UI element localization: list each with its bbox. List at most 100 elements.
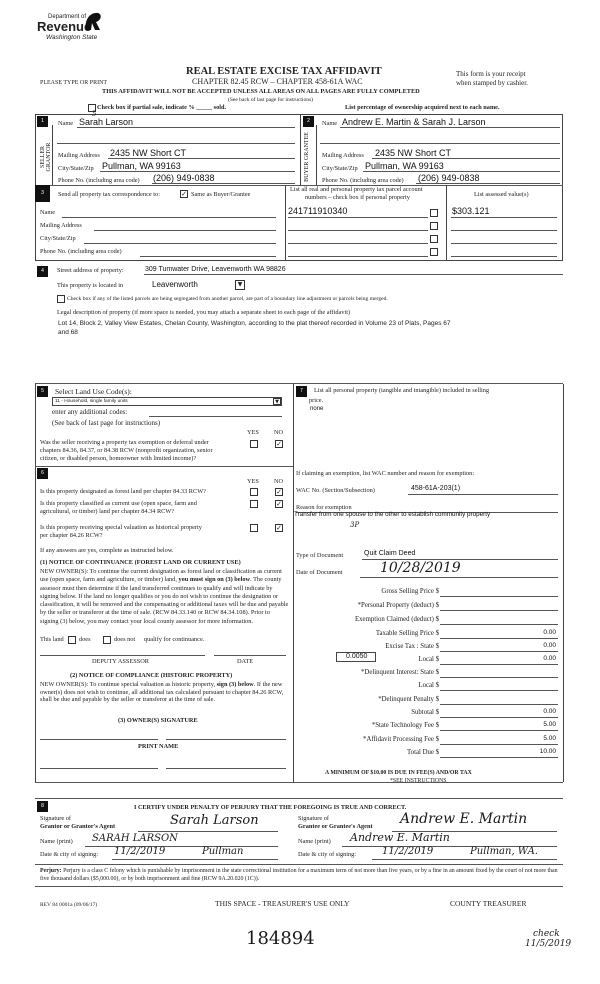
fee-field[interactable] xyxy=(440,651,558,652)
fee-field[interactable] xyxy=(440,717,558,718)
fee-label: Subtotal $ xyxy=(411,709,439,716)
chevron-down-icon[interactable]: ▼ xyxy=(273,398,281,405)
text: sign (3) below xyxy=(216,681,254,688)
label: Is this property receiving special valua… xyxy=(40,524,202,531)
current-use-yes-checkbox[interactable] xyxy=(250,500,258,508)
segregated-parcel-checkbox[interactable] xyxy=(57,295,65,303)
fee-field[interactable] xyxy=(440,730,558,731)
underline xyxy=(85,846,278,847)
deputy-assessor-signature-line[interactable] xyxy=(40,655,205,656)
fee-field[interactable] xyxy=(440,690,558,691)
fee-field[interactable] xyxy=(440,744,558,745)
grantee-signature[interactable]: Andrew E. Martin xyxy=(400,811,528,827)
correspondence-mailing-field[interactable] xyxy=(94,230,276,231)
personal-property-checkbox[interactable] xyxy=(430,235,438,243)
correspondence-phone-field[interactable] xyxy=(140,256,276,257)
assessor-date-line[interactable] xyxy=(214,655,286,656)
label: Reason for exemption xyxy=(296,504,352,511)
fee-field[interactable] xyxy=(440,624,558,625)
historic-no-checkbox[interactable]: ✓ xyxy=(275,524,283,532)
fee-field[interactable] xyxy=(440,757,558,758)
does-qualify-checkbox[interactable] xyxy=(68,636,76,644)
personal-property-field[interactable]: none xyxy=(310,406,324,412)
document-date-field[interactable]: 10/28/2019 xyxy=(380,560,461,576)
seller-city-field[interactable]: Pullman, WA 99163 xyxy=(102,161,181,171)
legal-description-field[interactable]: Lot 14, Block 2, Valley View Estates, Ch… xyxy=(58,320,451,327)
parcel-number-field[interactable]: 241711910340 xyxy=(288,206,348,216)
seller-mailing-address-field[interactable]: 2435 NW Short CT xyxy=(110,148,187,158)
legal-description-field[interactable]: and 68 xyxy=(58,329,78,336)
label: citizen, or disabled person, homeowner w… xyxy=(40,455,197,462)
buyer-mailing-address-field[interactable]: 2435 NW Short CT xyxy=(375,148,452,158)
certification-statement: I CERTIFY UNDER PENALTY OF PERJURY THAT … xyxy=(134,804,407,811)
wac-number-field[interactable]: 458-61A-203(1) xyxy=(411,485,461,492)
fee-field[interactable] xyxy=(440,704,558,705)
fee-field[interactable] xyxy=(440,596,558,597)
seller-name-field[interactable]: Sarah Larson xyxy=(79,117,134,127)
local-rate-field[interactable]: 0.0050 xyxy=(336,652,376,662)
owner-signature-title: (3) OWNER(S) SIGNATURE xyxy=(118,717,198,724)
text: NEW OWNER(S): To continue the current de… xyxy=(40,568,282,584)
divider xyxy=(446,185,447,261)
print-name-line[interactable] xyxy=(40,768,158,769)
grantee-name-field[interactable]: Andrew E. Martin xyxy=(350,831,450,844)
current-use-no-checkbox[interactable]: ✓ xyxy=(275,500,283,508)
label: DEPUTY ASSESSOR xyxy=(92,658,149,665)
grantor-signature[interactable]: Sarah Larson xyxy=(170,813,259,828)
correspondence-city-field[interactable] xyxy=(84,243,276,244)
forest-land-yes-checkbox[interactable] xyxy=(250,488,258,496)
label: List all personal property (tangible and… xyxy=(314,387,490,394)
buyer-city-field[interactable]: Pullman, WA 99163 xyxy=(365,161,444,171)
owner-signature-line[interactable] xyxy=(40,739,158,740)
exemption-no-checkbox[interactable]: ✓ xyxy=(275,440,283,448)
grantee-city-field[interactable]: Pullman, WA. xyxy=(470,846,538,857)
underline xyxy=(112,859,278,860)
text: . If the new owner(s) does not wish to c… xyxy=(40,681,284,704)
label: agricultural, or timber) land per chapte… xyxy=(40,508,175,515)
fee-value: 5.00 xyxy=(543,721,556,728)
print-name-line[interactable] xyxy=(166,768,286,769)
assessed-value-field[interactable]: $303.121 xyxy=(452,206,490,216)
personal-property-checkbox[interactable] xyxy=(430,248,438,256)
property-location-select[interactable]: Leavenworth xyxy=(152,280,198,289)
divider xyxy=(35,383,563,384)
personal-property-checkbox[interactable] xyxy=(430,209,438,217)
fee-field[interactable] xyxy=(440,610,558,611)
label: Phone No. (including area code) xyxy=(58,177,140,184)
document-type-field[interactable]: Quit Claim Deed xyxy=(364,550,416,557)
grantor-city-field[interactable]: Pullman xyxy=(202,846,244,857)
underline xyxy=(296,512,558,513)
grantor-name-field[interactable]: SARAH LARSON xyxy=(92,833,178,844)
partial-sale-checkbox[interactable] xyxy=(88,104,96,112)
historic-yes-checkbox[interactable] xyxy=(250,524,258,532)
buyer-phone-field[interactable]: (206) 949-0838 xyxy=(418,173,480,183)
additional-codes-field[interactable] xyxy=(149,416,282,417)
property-address-field[interactable]: 309 Tumwater Drive, Leavenworth WA 98826 xyxy=(145,266,286,273)
buyer-name-field[interactable]: Andrew E. Martin & Sarah J. Larson xyxy=(342,117,486,127)
label: chapters 84.36, 84.37, or 84.38 RCW (non… xyxy=(40,447,213,454)
receipt-note: This form is your receipt xyxy=(456,70,526,78)
owner-signature-line[interactable] xyxy=(166,739,286,740)
seller-phone-field[interactable]: (206) 949-0838 xyxy=(153,173,215,183)
underline xyxy=(372,158,560,159)
section-number: 6 xyxy=(37,468,48,479)
grantee-date-field[interactable]: 11/2/2019 xyxy=(382,846,434,857)
land-use-code-select[interactable]: 11 - Household, single family units ▼ xyxy=(52,397,282,406)
location-dropdown-arrow-icon[interactable]: ▼ xyxy=(235,280,245,290)
correspondence-name-field[interactable] xyxy=(62,217,276,218)
label: This property is located in xyxy=(57,282,124,289)
fee-field[interactable] xyxy=(440,638,558,639)
label: (See back of last page for instructions) xyxy=(52,419,161,427)
same-as-buyer-checkbox[interactable]: ✓ xyxy=(180,190,188,198)
fee-field[interactable] xyxy=(440,664,558,665)
grantor-date-field[interactable]: 11/2/2019 xyxy=(114,846,166,857)
exemption-reason-field[interactable]: Transfer from one spouse to the other to… xyxy=(294,511,491,518)
does-not-qualify-checkbox[interactable] xyxy=(103,636,111,644)
fee-field[interactable] xyxy=(440,677,558,678)
forest-land-no-checkbox[interactable]: ✓ xyxy=(275,488,283,496)
fee-label: Local $ xyxy=(418,656,439,663)
exemption-yes-checkbox[interactable] xyxy=(250,440,258,448)
personal-property-checkbox[interactable] xyxy=(430,222,438,230)
underline xyxy=(408,494,558,495)
divider xyxy=(35,185,563,186)
